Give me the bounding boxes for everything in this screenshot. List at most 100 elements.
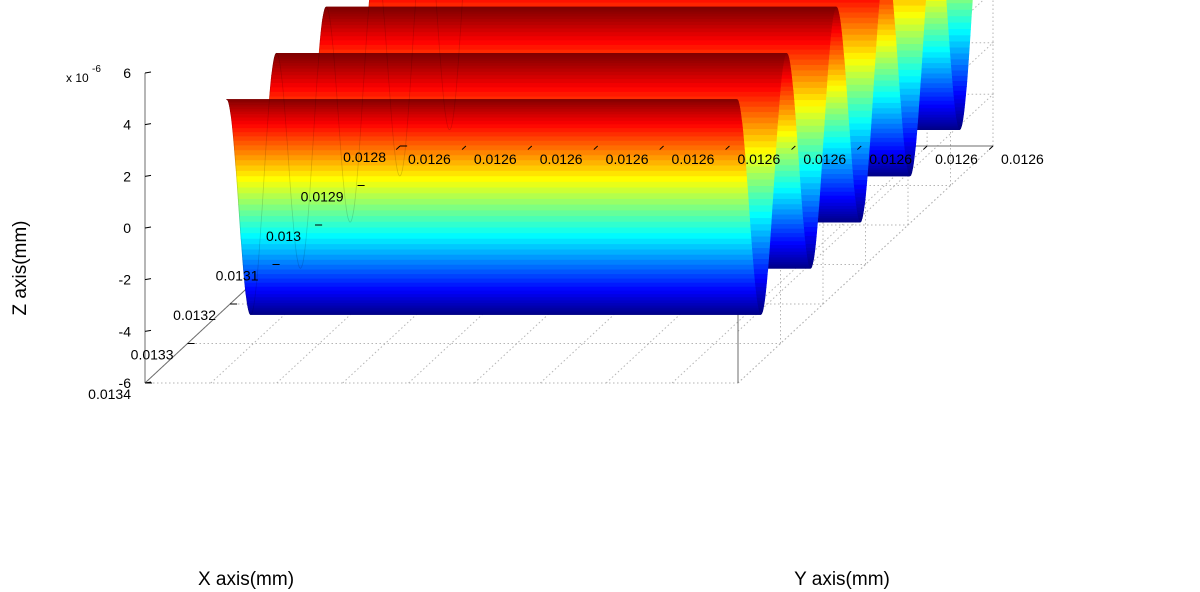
y-tick-label: 0.0126 bbox=[803, 151, 846, 167]
y-tick-mark bbox=[988, 145, 994, 150]
surface-strip bbox=[242, 259, 754, 265]
x-tick-label: 0.0128 bbox=[343, 149, 386, 165]
surface-strip bbox=[241, 248, 753, 255]
x-tick-label: 0.0133 bbox=[131, 347, 174, 363]
surface-strip bbox=[236, 181, 748, 188]
surface-strip bbox=[240, 232, 752, 239]
y-tick-mark bbox=[857, 145, 862, 150]
surface-strip bbox=[232, 131, 744, 137]
z-tick-label: 2 bbox=[123, 168, 131, 184]
y-tick-label: 0.0126 bbox=[737, 151, 780, 167]
y-tick-label: 0.0126 bbox=[672, 151, 715, 167]
y-tick-label: 0.0126 bbox=[408, 151, 451, 167]
x-tick-label: 0.0132 bbox=[173, 307, 216, 323]
surface-strip bbox=[322, 16, 834, 20]
surface-strip bbox=[321, 25, 833, 30]
y-tick-label: 0.0126 bbox=[935, 151, 978, 167]
y-tick-label: 0.0126 bbox=[1001, 151, 1044, 167]
surface-strip bbox=[321, 21, 833, 26]
y-tick-mark bbox=[395, 145, 401, 150]
surface-strip bbox=[247, 304, 759, 308]
surface-strip bbox=[230, 111, 742, 115]
x-tick-label: 0.0131 bbox=[216, 268, 259, 284]
x-tick-label: 0.0129 bbox=[301, 189, 344, 205]
surface-strip bbox=[270, 79, 782, 84]
surface-strip bbox=[233, 144, 745, 151]
surface-strip bbox=[231, 120, 743, 125]
surface-strip bbox=[322, 14, 834, 18]
surface-strip bbox=[239, 215, 751, 222]
surface-strip bbox=[271, 68, 783, 73]
z-tick-mark bbox=[144, 329, 152, 332]
surface-strip bbox=[241, 254, 754, 260]
surface-strip bbox=[245, 293, 757, 298]
surface-strip bbox=[229, 106, 741, 110]
z-tick-mark bbox=[144, 123, 152, 126]
y-tick-mark bbox=[527, 145, 533, 150]
x-tick-label: 0.013 bbox=[266, 228, 301, 244]
tick-layer: 6420-2-4-60.01340.01330.01320.01310.0130… bbox=[88, 65, 1044, 402]
surface-strip bbox=[320, 28, 832, 33]
surface-edge bbox=[226, 0, 463, 315]
surface-layer bbox=[226, 0, 973, 315]
y-tick-mark bbox=[659, 145, 664, 150]
surface-strip bbox=[269, 87, 781, 93]
x-axis-label: X axis(mm) bbox=[198, 569, 294, 590]
surface-strip bbox=[271, 71, 783, 76]
z-tick-label: -6 bbox=[119, 375, 132, 391]
surface-strip bbox=[235, 170, 747, 177]
surface-strip bbox=[319, 36, 831, 42]
surface-strip bbox=[243, 273, 755, 279]
surface-strip bbox=[245, 289, 757, 295]
surface-strip bbox=[270, 75, 782, 80]
y-tick-mark bbox=[791, 145, 796, 150]
y-tick-label: 0.0126 bbox=[869, 151, 912, 167]
z-tick-label: 4 bbox=[123, 117, 131, 133]
surface-strip bbox=[239, 221, 751, 228]
surface-strip bbox=[242, 264, 754, 270]
grid-line bbox=[400, 93, 995, 332]
z-tick-mark bbox=[144, 226, 152, 229]
surface-strip bbox=[243, 268, 755, 275]
surface-strip bbox=[246, 299, 758, 304]
z-tick-label: -2 bbox=[119, 272, 132, 288]
surface-strip bbox=[231, 123, 743, 129]
y-tick-mark bbox=[593, 145, 599, 150]
surface-strip bbox=[368, 0, 880, 4]
surface-strip bbox=[236, 175, 748, 182]
surface-strip bbox=[269, 91, 781, 98]
surface-strip bbox=[246, 296, 758, 301]
y-axis-label: Y axis(mm) bbox=[794, 569, 890, 590]
surface-strip bbox=[232, 135, 745, 141]
z-tick-label: 0 bbox=[123, 220, 131, 236]
z-tick-mark bbox=[144, 278, 152, 281]
surface-strip bbox=[272, 65, 784, 70]
surface-strip bbox=[240, 238, 752, 245]
z-tick-label: -4 bbox=[119, 323, 132, 339]
z-tick-label: 6 bbox=[123, 65, 131, 81]
surface-strip bbox=[239, 226, 751, 234]
surface-strip bbox=[272, 60, 785, 64]
y-tick-label: 0.0126 bbox=[606, 151, 649, 167]
surface-strip bbox=[272, 63, 784, 67]
surface-strip bbox=[320, 32, 832, 37]
surface-strip bbox=[238, 209, 750, 217]
surface-strip bbox=[238, 204, 750, 211]
z-tick-mark bbox=[144, 174, 152, 177]
y-tick-label: 0.0126 bbox=[540, 151, 583, 167]
z-axis-label: Z axis(mm) bbox=[10, 221, 31, 316]
y-tick-mark bbox=[922, 145, 928, 150]
z-tick-mark bbox=[144, 71, 152, 74]
surface-strip bbox=[270, 83, 782, 88]
surface-strip bbox=[319, 44, 831, 51]
surface-strip bbox=[232, 127, 744, 133]
surface-strip bbox=[229, 108, 741, 112]
surface-strip bbox=[233, 140, 745, 146]
z-exponent-power: -6 bbox=[92, 64, 101, 75]
surface-strip bbox=[319, 40, 831, 46]
surface-strip bbox=[230, 116, 742, 121]
y-tick-label: 0.0126 bbox=[474, 151, 517, 167]
surface-strip bbox=[243, 277, 756, 283]
surface-strip bbox=[241, 243, 753, 250]
